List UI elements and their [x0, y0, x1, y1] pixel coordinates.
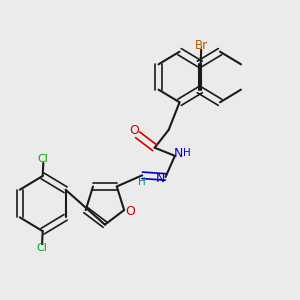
Text: Cl: Cl [37, 243, 47, 253]
Text: H: H [184, 148, 191, 158]
Text: N: N [174, 147, 183, 160]
Text: O: O [125, 205, 135, 218]
Text: O: O [129, 124, 139, 137]
Text: Cl: Cl [38, 154, 49, 164]
Text: N: N [155, 172, 165, 185]
Text: H: H [138, 178, 146, 188]
Text: Br: Br [195, 39, 208, 52]
